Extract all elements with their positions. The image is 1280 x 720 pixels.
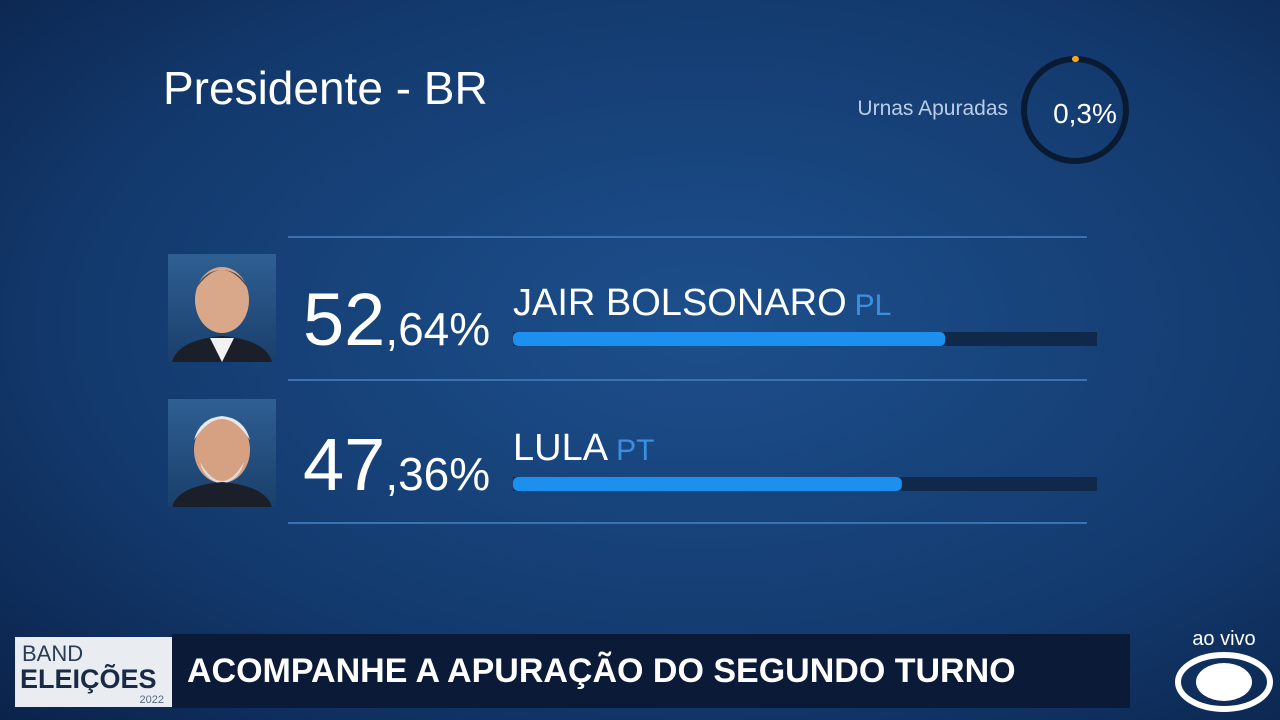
logo-box	[15, 637, 172, 707]
percent-int: 52	[303, 278, 385, 361]
channel-logo	[1175, 652, 1273, 712]
title: Presidente - BR	[163, 62, 488, 114]
percent-dec: ,36%	[385, 448, 490, 500]
party: PL	[855, 289, 892, 322]
candidate-name: JAIR BOLSONARO PL	[513, 282, 891, 324]
logo-main: ELEIÇÕES	[20, 663, 157, 694]
name: LULA	[513, 427, 609, 469]
percent: 47,36%	[303, 423, 490, 506]
candidate-name: LULA PT	[513, 427, 654, 469]
counted-label: Urnas Apuradas	[857, 97, 1008, 120]
percent: 52,64%	[303, 278, 490, 361]
counted-value: 0,3%	[1053, 98, 1117, 129]
headline: ACOMPANHE A APURAÇÃO DO SEGUNDO TURNO	[187, 652, 1016, 690]
percent-dec: ,64%	[385, 303, 490, 355]
bar	[513, 477, 902, 491]
counted-ring-arc	[1021, 56, 1129, 164]
candidate-photo	[168, 399, 276, 507]
logo-top: BAND	[22, 641, 83, 666]
bar	[513, 332, 946, 346]
logo-year: 2022	[140, 694, 164, 706]
percent-int: 47	[303, 423, 385, 506]
live-label: ao vivo	[1192, 628, 1255, 650]
party: PT	[616, 434, 654, 467]
name: JAIR BOLSONARO	[513, 282, 847, 324]
headline-bar	[172, 634, 1130, 708]
candidate-photo	[168, 254, 276, 362]
